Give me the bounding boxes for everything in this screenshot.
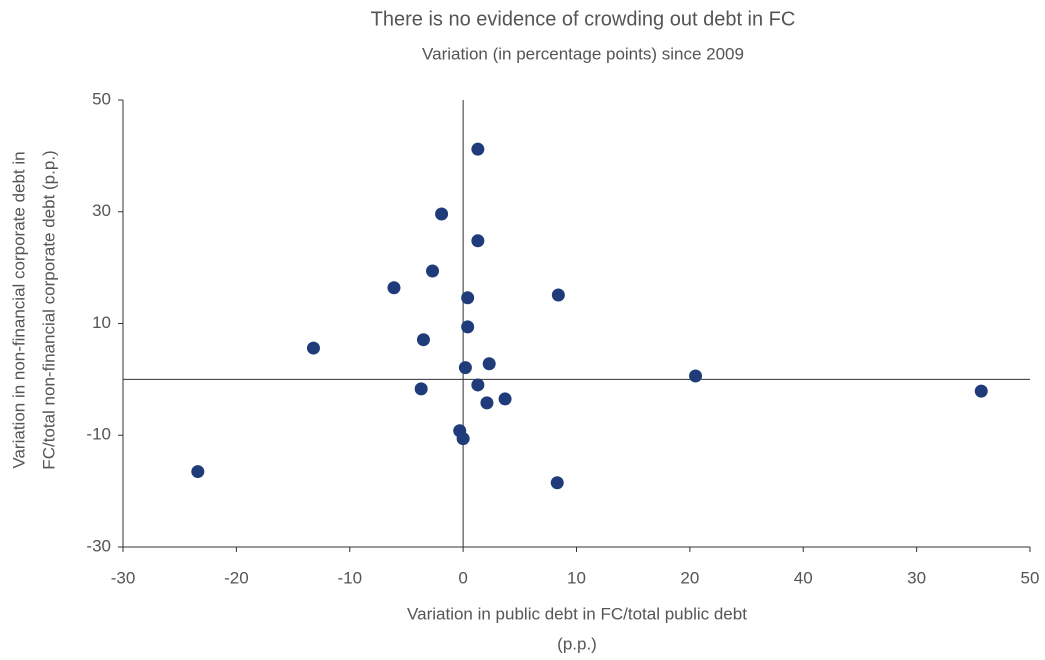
point [974,384,988,398]
point [482,357,496,371]
y-tick-label: -30 [86,536,111,555]
y-tick-label: 10 [92,313,111,332]
y-tick-label: 30 [92,201,111,220]
point [456,432,470,446]
x-axis-label: Variation in public debt in FC/total pub… [407,604,747,623]
x-tick-label: 30 [907,568,926,587]
y-axis-label: Variation in non-financial corporate deb… [9,151,28,468]
x-tick-label: 10 [567,568,586,587]
point [306,341,320,355]
point [414,382,428,396]
point [480,396,494,410]
point [416,333,430,347]
point [191,465,205,479]
chart-subtitle: Variation (in percentage points) since 2… [422,44,744,63]
point [435,207,449,221]
y-tick-label: 50 [92,89,111,108]
x-tick-label: 20 [680,568,699,587]
point [461,320,475,334]
point [689,369,703,383]
x-tick-label: 50 [1021,568,1040,587]
x-tick-label: 0 [458,568,467,587]
point [471,142,485,156]
point [551,288,565,302]
y-tick-label: -10 [86,425,111,444]
point [387,281,401,295]
point [471,234,485,248]
point [426,264,440,278]
point [458,361,472,375]
x-axis-label: (p.p.) [557,634,597,653]
point [498,392,512,406]
point [550,476,564,490]
x-tick-label: -10 [337,568,362,587]
point [461,291,475,305]
x-tick-label: -30 [111,568,136,587]
y-axis-label-group: Variation in non-financial corporate deb… [9,150,58,469]
x-tick-label: 40 [794,568,813,587]
chart-title: There is no evidence of crowding out deb… [371,8,796,30]
point [471,378,485,392]
y-axis-label: FC/total non-financial corporate debt (p… [39,150,58,469]
x-tick-label: -20 [224,568,249,587]
